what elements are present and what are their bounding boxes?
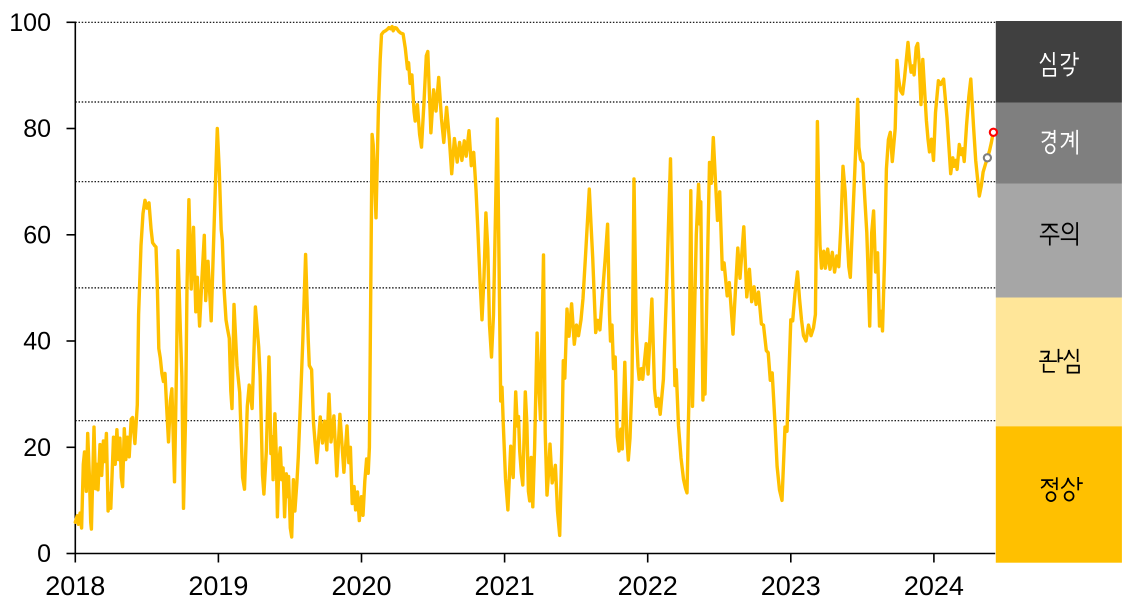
svg-text:100: 100 — [9, 9, 51, 37]
svg-text:40: 40 — [23, 328, 51, 356]
svg-text:80: 80 — [23, 115, 51, 143]
svg-text:2019: 2019 — [188, 571, 248, 601]
svg-text:2024: 2024 — [904, 571, 964, 601]
svg-text:0: 0 — [37, 540, 51, 568]
svg-text:2018: 2018 — [45, 571, 105, 601]
svg-text:2021: 2021 — [475, 571, 535, 601]
svg-text:2020: 2020 — [331, 571, 391, 601]
svg-text:2022: 2022 — [618, 571, 678, 601]
svg-text:2023: 2023 — [761, 571, 821, 601]
svg-text:20: 20 — [23, 434, 51, 462]
svg-text:60: 60 — [23, 221, 51, 249]
